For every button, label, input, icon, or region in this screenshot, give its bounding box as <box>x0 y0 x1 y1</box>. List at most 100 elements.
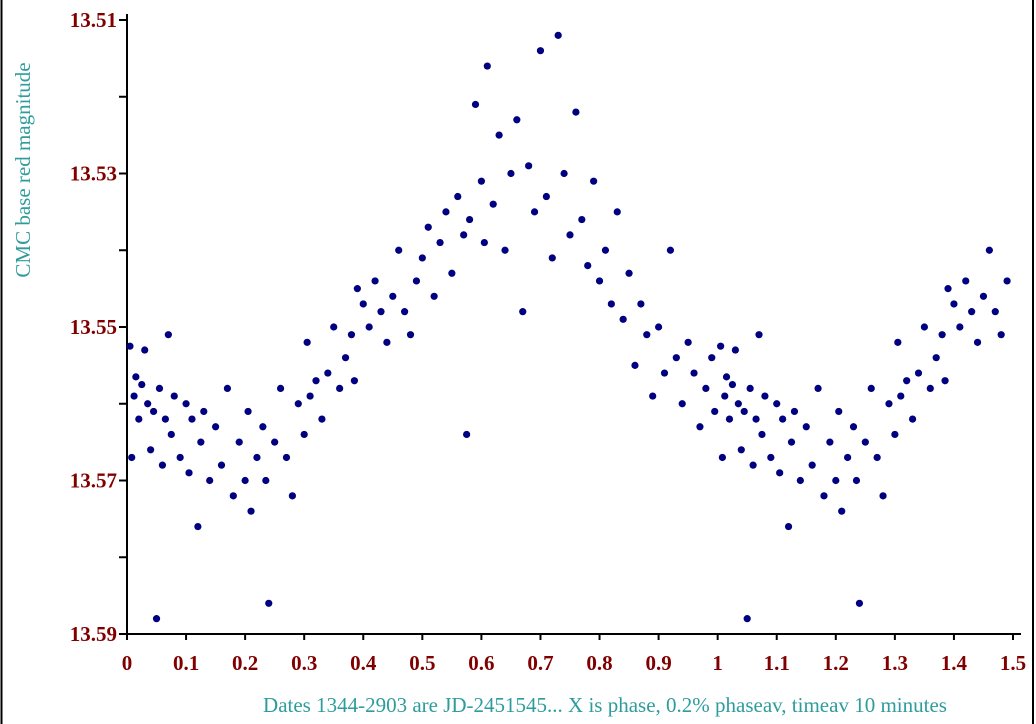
data-point <box>711 407 719 416</box>
data-point <box>979 292 988 300</box>
y-tick-label: 13.55 <box>70 315 117 339</box>
data-point <box>894 338 902 346</box>
data-point <box>353 285 361 293</box>
data-point <box>655 323 663 331</box>
data-point <box>253 453 261 462</box>
data-point <box>217 461 226 469</box>
data-point <box>852 476 861 485</box>
data-point <box>808 461 816 469</box>
data-point <box>678 400 686 408</box>
data-point <box>212 423 220 431</box>
data-point <box>796 476 804 485</box>
data-point <box>223 384 232 392</box>
data-point <box>265 599 273 607</box>
data-point <box>276 384 285 392</box>
x-tick-label: 0.6 <box>468 651 494 675</box>
data-point <box>920 323 929 331</box>
data-point <box>891 430 899 439</box>
data-point <box>749 461 757 469</box>
data-point <box>755 331 763 339</box>
data-point <box>873 453 881 462</box>
data-point <box>483 62 491 70</box>
data-point <box>128 453 136 462</box>
data-point <box>737 446 745 454</box>
x-tick-label: 1.3 <box>882 651 908 675</box>
data-point <box>548 254 556 262</box>
data-point <box>956 323 964 331</box>
x-tick-label: 1.4 <box>941 651 968 675</box>
data-point <box>519 308 527 316</box>
data-point <box>188 415 196 423</box>
data-point <box>489 200 497 208</box>
data-point <box>743 615 751 623</box>
data-point <box>359 300 367 308</box>
data-point <box>790 407 799 416</box>
data-point <box>968 308 976 316</box>
data-point <box>855 599 864 607</box>
data-point <box>820 492 828 500</box>
data-point <box>477 177 485 185</box>
data-point <box>152 615 161 623</box>
data-point <box>666 246 675 254</box>
data-point <box>501 246 509 254</box>
data-point <box>752 415 760 423</box>
data-point <box>194 522 202 531</box>
data-point <box>300 430 308 439</box>
data-point <box>247 507 255 515</box>
data-point <box>758 430 766 439</box>
data-point <box>660 369 669 377</box>
data-point <box>784 522 793 531</box>
data-point <box>176 453 184 462</box>
data-point <box>637 300 645 308</box>
data-point <box>838 507 846 515</box>
data-point <box>721 392 729 400</box>
data-point <box>471 100 480 109</box>
data-point <box>167 430 175 439</box>
data-point <box>377 308 385 316</box>
data-point <box>941 377 949 385</box>
data-point <box>244 407 252 416</box>
data-point <box>185 469 193 477</box>
data-point <box>690 369 698 377</box>
data-point <box>530 208 539 216</box>
data-point <box>584 262 592 270</box>
data-point <box>746 384 754 392</box>
y-tick-label: 13.59 <box>70 622 117 646</box>
data-point <box>950 300 958 308</box>
data-point <box>903 377 911 385</box>
data-point <box>463 430 471 439</box>
x-tick-label: 0.2 <box>232 651 258 675</box>
data-point <box>182 400 190 408</box>
data-point <box>643 331 651 339</box>
data-point <box>341 354 350 362</box>
data-point <box>607 300 615 308</box>
data-point <box>318 415 326 423</box>
data-point <box>542 192 550 201</box>
data-point <box>787 438 796 446</box>
data-point <box>460 231 468 239</box>
y-tick-label: 13.53 <box>70 162 117 186</box>
data-point <box>826 438 834 446</box>
x-tick-label: 0.5 <box>409 651 435 675</box>
data-point <box>779 415 787 423</box>
x-tick-label: 1.5 <box>1000 651 1026 675</box>
data-point <box>708 354 716 362</box>
data-point <box>383 338 391 346</box>
data-point <box>454 192 462 201</box>
data-point <box>734 400 742 408</box>
data-point <box>324 369 332 377</box>
data-point <box>613 208 621 216</box>
data-point <box>365 323 373 331</box>
data-point <box>619 315 627 323</box>
data-point <box>885 400 893 408</box>
data-point <box>767 453 775 462</box>
data-point <box>773 400 781 408</box>
data-point <box>761 392 769 400</box>
data-point <box>625 269 633 277</box>
data-point <box>595 277 604 285</box>
data-point <box>932 354 940 362</box>
x-tick-label: 0.7 <box>527 651 553 675</box>
data-point <box>197 438 205 446</box>
data-point <box>135 415 143 423</box>
data-point <box>395 246 403 254</box>
